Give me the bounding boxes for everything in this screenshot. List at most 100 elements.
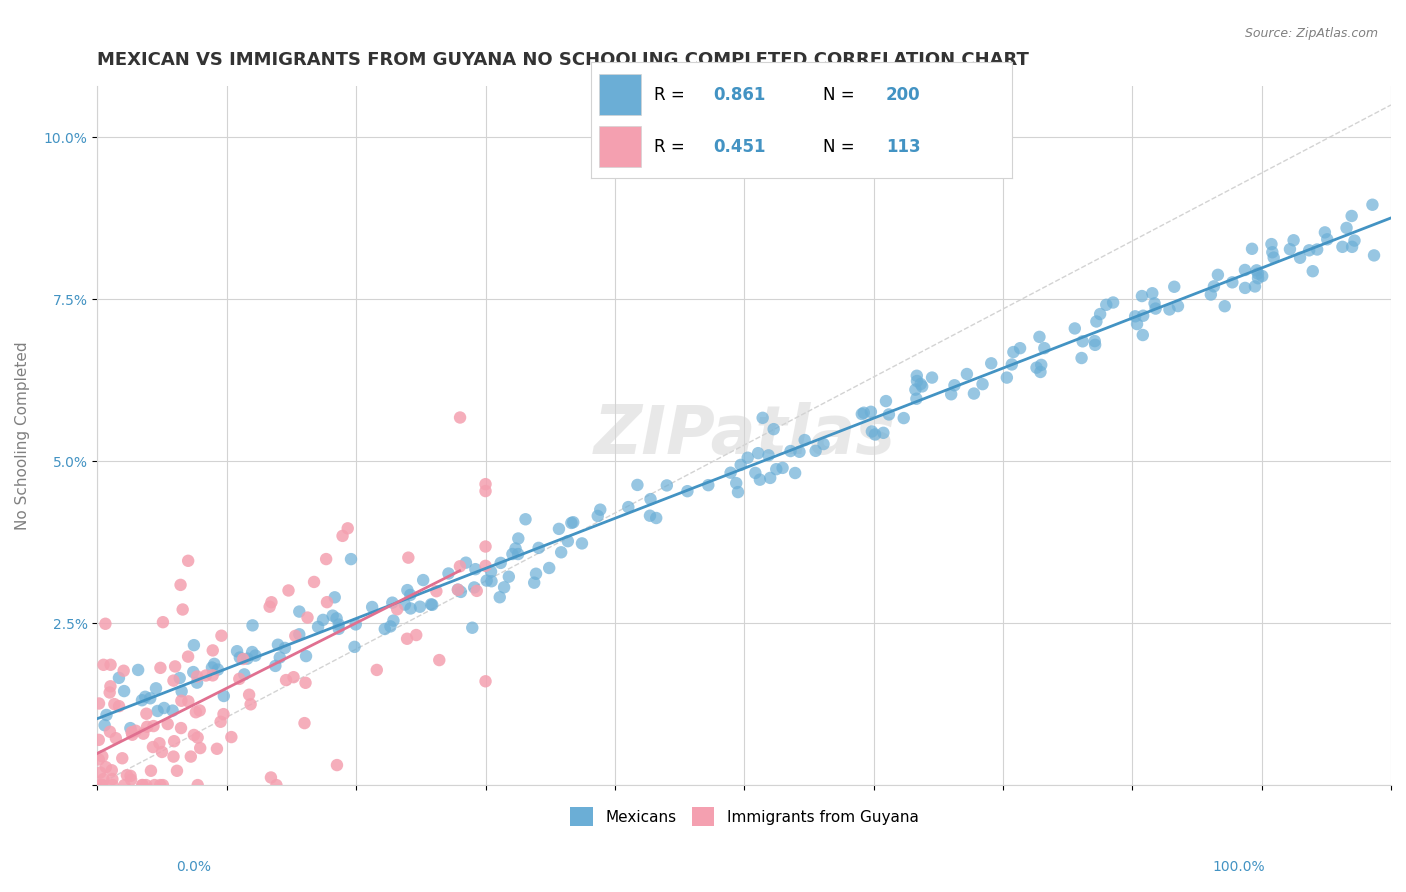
Point <box>221 730 243 744</box>
Point <box>115 768 138 782</box>
Point <box>172 602 194 616</box>
Point <box>131 693 153 707</box>
Point <box>463 581 485 595</box>
Point <box>1244 279 1267 293</box>
Text: 0.0%: 0.0% <box>176 860 211 874</box>
Point <box>152 615 174 630</box>
Text: MEXICAN VS IMMIGRANTS FROM GUYANA NO SCHOOLING COMPLETED CORRELATION CHART: MEXICAN VS IMMIGRANTS FROM GUYANA NO SCH… <box>97 51 1029 69</box>
Point <box>586 508 609 523</box>
Point <box>859 405 882 419</box>
Point <box>100 679 122 693</box>
Point <box>409 599 432 614</box>
Point <box>139 691 162 706</box>
Point <box>343 640 366 654</box>
Point <box>1340 209 1362 223</box>
Point <box>188 741 211 756</box>
Point <box>1029 365 1052 379</box>
Point <box>266 778 288 792</box>
Point <box>1260 237 1282 252</box>
Point <box>1246 263 1268 277</box>
Point <box>288 605 311 619</box>
Point <box>852 406 875 420</box>
Point <box>1142 286 1164 301</box>
Point <box>617 500 640 514</box>
Point <box>183 728 205 742</box>
Point <box>1095 298 1118 312</box>
Point <box>1002 345 1025 359</box>
Point <box>294 675 316 690</box>
Point <box>1144 301 1167 316</box>
Point <box>94 760 117 774</box>
Point <box>905 374 928 388</box>
Point <box>382 614 405 628</box>
Point <box>177 694 200 708</box>
Point <box>101 764 124 778</box>
Point <box>184 705 207 719</box>
Text: 100.0%: 100.0% <box>1213 860 1265 874</box>
Point <box>91 778 114 792</box>
Point <box>112 778 135 792</box>
Point <box>283 670 305 684</box>
Point <box>150 745 173 759</box>
Point <box>274 673 297 687</box>
Point <box>323 591 346 605</box>
Point <box>135 778 157 792</box>
Point <box>943 378 966 392</box>
Point <box>449 410 471 425</box>
Point <box>89 765 111 780</box>
Point <box>465 583 488 598</box>
Point <box>1088 307 1111 321</box>
Point <box>789 444 811 458</box>
Point <box>1163 279 1185 293</box>
Point <box>228 672 250 686</box>
Point <box>87 732 110 747</box>
Point <box>374 622 396 636</box>
Point <box>1199 287 1222 301</box>
Point <box>87 752 110 766</box>
Point <box>474 540 496 554</box>
Point <box>941 387 963 401</box>
Point <box>1282 233 1305 247</box>
Text: Source: ZipAtlas.com: Source: ZipAtlas.com <box>1244 27 1378 40</box>
Point <box>233 667 256 681</box>
Text: ZIPatlas: ZIPatlas <box>593 402 896 468</box>
Point <box>1234 281 1257 295</box>
Legend: Mexicans, Immigrants from Guyana: Mexicans, Immigrants from Guyana <box>562 799 927 833</box>
Point <box>1278 242 1301 256</box>
Point <box>747 446 769 460</box>
Point <box>131 778 153 792</box>
Point <box>226 644 249 658</box>
Point <box>100 657 122 672</box>
Text: 113: 113 <box>886 138 921 156</box>
Point <box>851 407 873 421</box>
Point <box>170 684 193 698</box>
Point <box>538 561 561 575</box>
Point <box>212 689 235 703</box>
Point <box>207 663 229 677</box>
Point <box>505 541 527 556</box>
Point <box>152 778 174 792</box>
Point <box>91 749 114 764</box>
Point <box>209 714 232 729</box>
Point <box>111 751 134 765</box>
Point <box>905 392 928 406</box>
Point <box>860 425 883 439</box>
Point <box>748 473 770 487</box>
Point <box>995 370 1018 384</box>
Point <box>120 769 142 783</box>
Point <box>1313 226 1336 240</box>
Point <box>813 437 835 451</box>
Point <box>245 648 267 663</box>
Point <box>183 638 205 652</box>
Point <box>264 659 287 673</box>
Point <box>626 478 648 492</box>
Point <box>508 532 530 546</box>
Point <box>727 485 749 500</box>
Point <box>779 444 801 458</box>
Point <box>288 627 311 641</box>
Point <box>277 583 299 598</box>
Point <box>146 704 169 718</box>
Point <box>103 697 125 711</box>
Y-axis label: No Schooling Completed: No Schooling Completed <box>15 341 30 530</box>
Point <box>322 608 344 623</box>
